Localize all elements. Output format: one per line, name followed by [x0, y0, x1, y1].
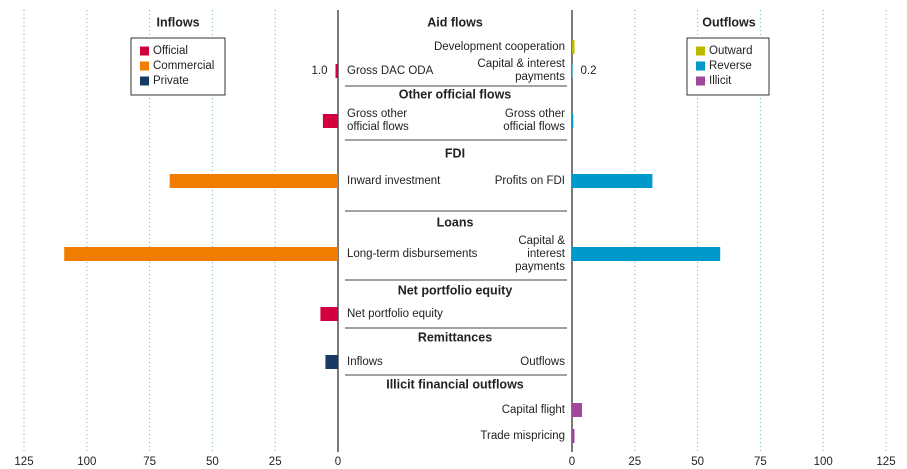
value-label: 1.0 — [311, 65, 327, 77]
x-tick-label: 125 — [876, 456, 895, 468]
legend-label: Reverse — [709, 60, 752, 72]
right-row-label: Outflows — [485, 354, 565, 370]
left-row-label-box: Gross DAC ODA — [347, 57, 437, 85]
label-text: Inflows — [347, 355, 383, 368]
label-text: Net portfolio equity — [347, 307, 443, 320]
legend-label: Illicit — [709, 75, 732, 87]
label-text: Long-term disbursements — [347, 247, 478, 260]
left-row-label: Long-term disbursements — [347, 233, 487, 275]
x-tick-label: 75 — [754, 456, 767, 468]
label-text: Capital flight — [501, 403, 565, 416]
left-row-label-box: Net portfolio equity — [347, 306, 467, 322]
outflow-bar — [572, 64, 573, 78]
right-row-label: Development cooperation — [415, 39, 565, 55]
outflow-bar — [572, 247, 721, 261]
right-row-label-box: Outflows — [485, 354, 565, 370]
right-row-label: Capital flight — [445, 402, 565, 418]
outflow-bar — [572, 40, 575, 54]
legend-title: Inflows — [156, 15, 199, 29]
right-row-label-box: Capital & interest payments — [507, 233, 565, 275]
section-header: Loans — [437, 215, 474, 229]
label-text: Capital & interest payments — [477, 58, 565, 83]
legend-label: Commercial — [153, 60, 214, 72]
label-text: Gross DAC ODA — [347, 64, 434, 77]
right-row-label-box: Capital flight — [445, 402, 565, 418]
label-text: Gross other official flows — [503, 108, 565, 133]
label-text: Inward investment — [347, 174, 441, 187]
legend-label: Outward — [709, 45, 752, 57]
outflow-bar — [572, 174, 653, 188]
left-row-label-box: Inward investment — [347, 173, 467, 189]
inflow-bar — [322, 114, 338, 128]
section-header: Aid flows — [427, 15, 483, 29]
right-row-label: Profits on FDI — [445, 173, 565, 189]
x-tick-label: 50 — [206, 456, 219, 468]
label-text: Development cooperation — [433, 40, 565, 53]
label-text: Capital & interest payments — [515, 234, 565, 273]
inflow-bar — [325, 355, 338, 369]
inflow-bar — [320, 307, 338, 321]
x-tick-label: 75 — [143, 456, 156, 468]
legend-label: Private — [153, 75, 189, 87]
x-tick-label: 50 — [691, 456, 704, 468]
section-header: Net portfolio equity — [398, 283, 513, 297]
legend-swatch — [696, 76, 705, 86]
label-text: Gross other official flows — [347, 108, 409, 133]
section-header: Remittances — [418, 330, 492, 344]
value-label: 0.2 — [581, 65, 597, 77]
inflow-bar — [64, 247, 338, 261]
outflow-bar — [572, 114, 574, 128]
x-tick-label: 125 — [14, 456, 33, 468]
right-row-label-box: Trade mispricing — [445, 428, 565, 444]
right-row-label: Capital & interest payments — [469, 57, 565, 85]
outflow-bar — [572, 403, 583, 417]
left-row-label: Gross DAC ODA — [347, 57, 437, 85]
right-row-label-box: Development cooperation — [415, 39, 565, 55]
left-row-label: Inflows — [347, 354, 427, 370]
x-tick-label: 25 — [269, 456, 282, 468]
label-text: Trade mispricing — [480, 429, 565, 442]
x-tick-label: 100 — [814, 456, 833, 468]
legend-swatch — [696, 46, 705, 56]
legend-swatch — [140, 61, 149, 71]
left-row-label-box: Inflows — [347, 354, 427, 370]
left-row-label-box: Long-term disbursements — [347, 233, 487, 275]
x-tick-label: 0 — [569, 456, 575, 468]
section-header: Illicit financial outflows — [386, 377, 524, 391]
x-tick-label: 0 — [335, 456, 341, 468]
right-row-label: Gross other official flows — [493, 106, 565, 136]
left-row-label: Inward investment — [347, 173, 467, 189]
x-tick-label: 100 — [77, 456, 96, 468]
section-header: Other official flows — [399, 87, 512, 101]
legend-title: Outflows — [702, 15, 756, 29]
right-row-label-box: Gross other official flows — [493, 106, 565, 136]
section-header: FDI — [445, 146, 465, 160]
left-row-label: Net portfolio equity — [347, 306, 467, 322]
legend-swatch — [140, 46, 149, 56]
outflow-bar — [572, 429, 575, 443]
label-text: Profits on FDI — [494, 174, 565, 187]
label-text: Outflows — [520, 355, 565, 368]
left-row-label: Gross other official flows — [347, 106, 419, 136]
inflow-bar — [335, 64, 338, 78]
legend-label: Official — [153, 45, 188, 57]
inflow-bar — [169, 174, 338, 188]
right-row-label: Capital & interest payments — [507, 233, 565, 275]
left-row-label-box: Gross other official flows — [347, 106, 419, 136]
legend-swatch — [696, 61, 705, 71]
x-tick-label: 25 — [628, 456, 641, 468]
right-row-label-box: Profits on FDI — [445, 173, 565, 189]
right-row-label: Trade mispricing — [445, 428, 565, 444]
legend-swatch — [140, 76, 149, 86]
right-row-label-box: Capital & interest payments — [469, 57, 565, 85]
